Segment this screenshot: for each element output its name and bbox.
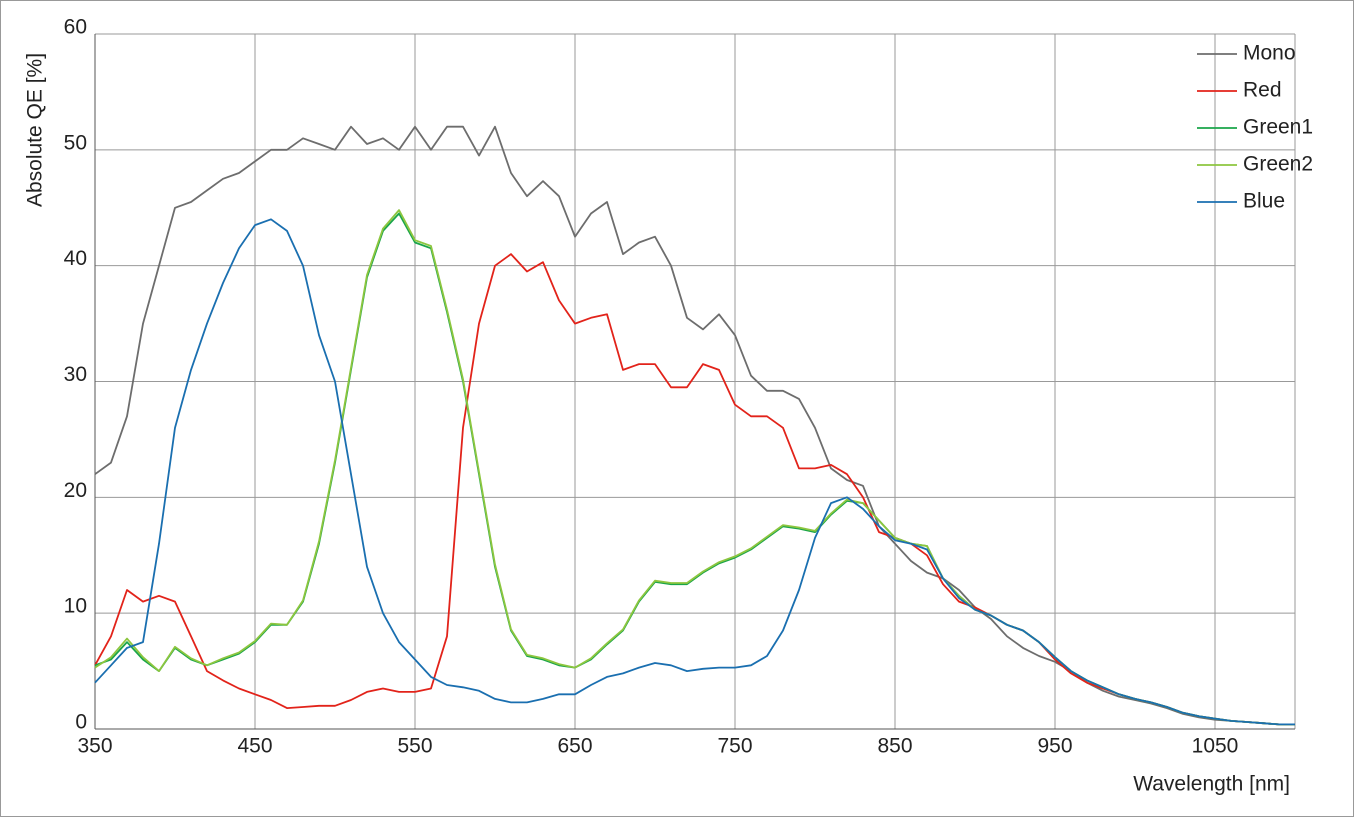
- series-line: [94, 253, 1295, 726]
- x-tick-label: 1050: [1192, 735, 1239, 758]
- y-tick-label: 40: [64, 247, 87, 270]
- y-tick-label: 0: [75, 711, 87, 734]
- legend-label: Red: [1243, 79, 1282, 102]
- legend-label: Green1: [1243, 116, 1313, 139]
- y-tick-label: 30: [64, 363, 87, 386]
- x-tick-label: 950: [1037, 735, 1072, 758]
- y-tick-label: 60: [64, 16, 87, 39]
- series-line: [94, 125, 1295, 726]
- y-tick-label: 10: [64, 595, 87, 618]
- y-tick-label: 20: [64, 479, 87, 502]
- x-tick-label: 850: [877, 735, 912, 758]
- series-line: [94, 218, 1295, 726]
- x-tick-label: 450: [237, 735, 272, 758]
- x-tick-label: 550: [397, 735, 432, 758]
- x-axis-label: Wavelength [nm]: [1133, 773, 1290, 796]
- y-axis-label: Absolute QE [%]: [24, 53, 47, 207]
- legend-label: Green2: [1243, 153, 1313, 176]
- x-tick-label: 350: [77, 735, 112, 758]
- legend-label: Blue: [1243, 190, 1285, 213]
- x-tick-label: 650: [557, 735, 592, 758]
- x-tick-label: 750: [717, 735, 752, 758]
- legend-label: Mono: [1243, 42, 1296, 65]
- y-tick-label: 50: [64, 131, 87, 154]
